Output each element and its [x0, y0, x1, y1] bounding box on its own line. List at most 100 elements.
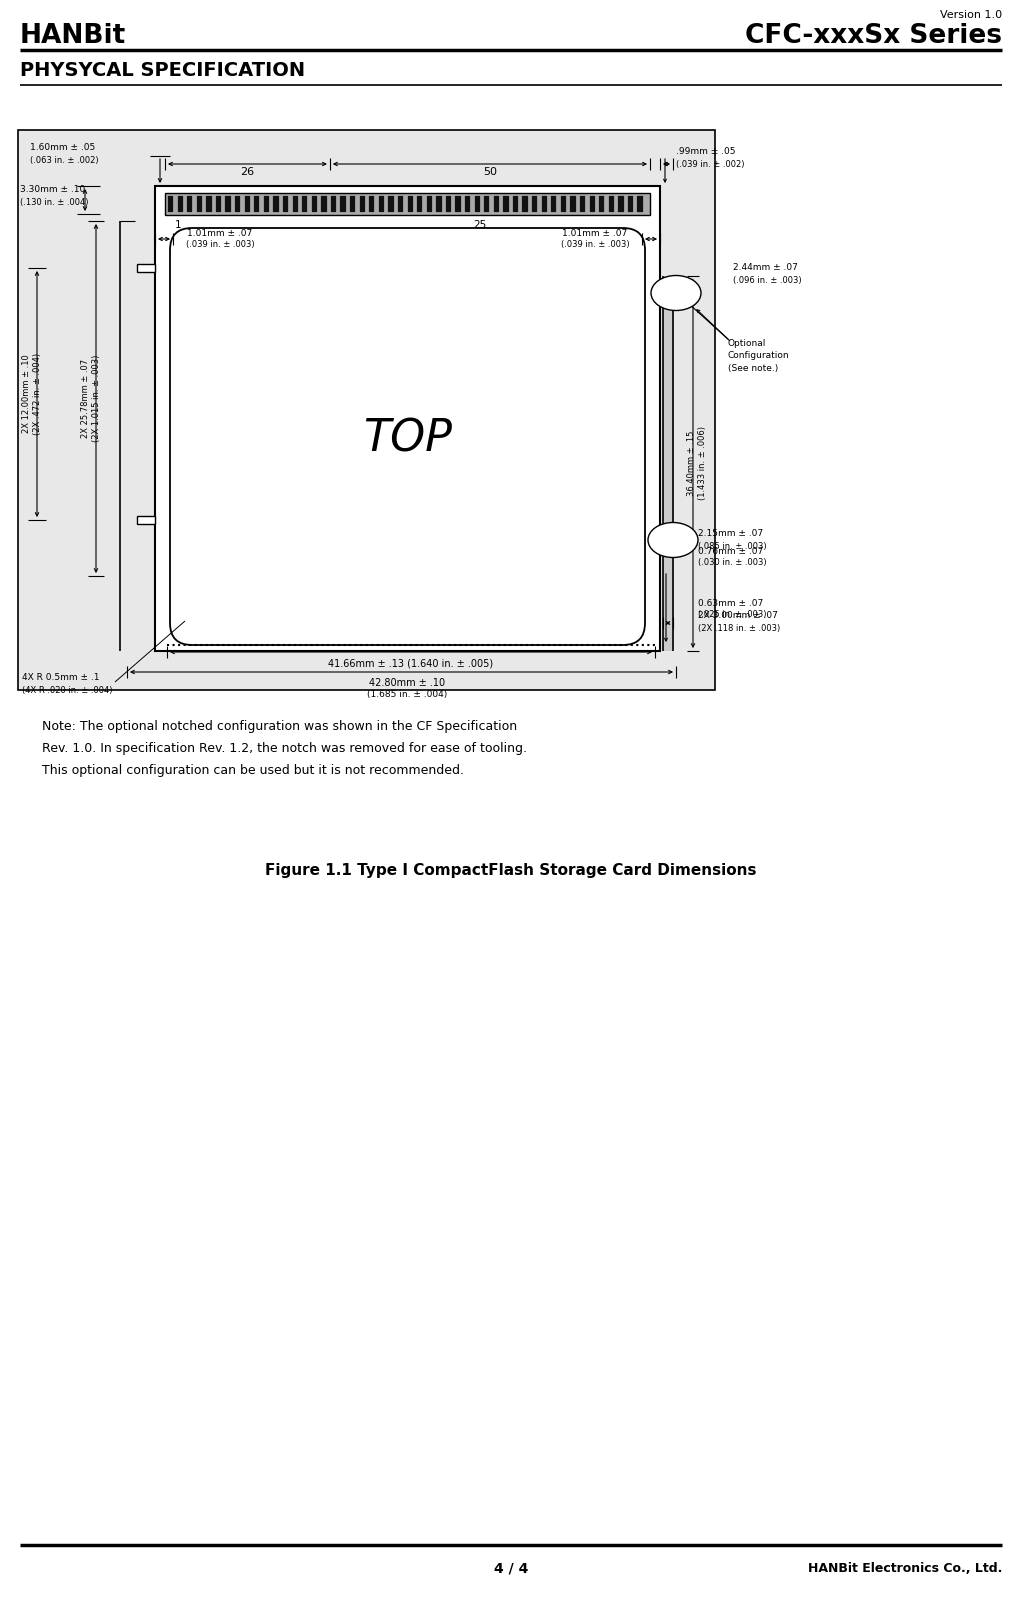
Bar: [426, 197, 432, 213]
Text: (4X R .020 in. ± .004): (4X R .020 in. ± .004): [22, 686, 112, 694]
Bar: [663, 277, 673, 651]
Text: 2.44mm ± .07: 2.44mm ± .07: [733, 264, 798, 272]
Bar: [283, 197, 288, 213]
Bar: [638, 197, 643, 213]
Bar: [292, 197, 297, 213]
Text: Optional: Optional: [728, 339, 766, 347]
Bar: [350, 197, 356, 213]
Text: (.039 in. ± .003): (.039 in. ± .003): [186, 240, 254, 249]
Text: 25: 25: [473, 221, 486, 230]
Bar: [360, 197, 365, 213]
Bar: [474, 197, 480, 213]
Bar: [522, 197, 527, 213]
Text: (.039 in. ± .002): (.039 in. ± .002): [676, 160, 744, 168]
Text: 1: 1: [175, 221, 182, 230]
Text: 2X 12.00mm ± .10
(2X .472 in. ± .004): 2X 12.00mm ± .10 (2X .472 in. ± .004): [22, 353, 42, 435]
Text: 2X 25.78mm ± .07
(2X 1.015 in. ± .003): 2X 25.78mm ± .07 (2X 1.015 in. ± .003): [82, 355, 101, 443]
Bar: [456, 197, 461, 213]
Text: HANBit Electronics Co., Ltd.: HANBit Electronics Co., Ltd.: [807, 1562, 1002, 1575]
Text: Note: The optional notched configuration was shown in the CF Specification: Note: The optional notched configuration…: [42, 720, 517, 732]
Ellipse shape: [648, 523, 698, 558]
Bar: [303, 197, 308, 213]
Bar: [590, 197, 595, 213]
Text: (See note.): (See note.): [728, 365, 778, 374]
Text: 4 / 4: 4 / 4: [494, 1561, 528, 1575]
Bar: [369, 197, 374, 213]
Text: 26: 26: [240, 166, 254, 177]
Bar: [235, 197, 240, 213]
Bar: [398, 197, 404, 213]
Text: HANBit: HANBit: [20, 22, 127, 50]
Bar: [254, 197, 260, 213]
Text: (.025 in. ± .003): (.025 in. ± .003): [698, 611, 766, 619]
Text: (.030 in. ± .003): (.030 in. ± .003): [698, 558, 766, 568]
Bar: [417, 197, 422, 213]
Text: Version 1.0: Version 1.0: [940, 10, 1002, 21]
Text: 3.30mm ± .10: 3.30mm ± .10: [20, 185, 85, 195]
Bar: [664, 278, 672, 307]
Bar: [379, 197, 384, 213]
Bar: [551, 197, 556, 213]
Bar: [503, 197, 509, 213]
Text: 0.76mm ± .07: 0.76mm ± .07: [698, 547, 763, 555]
Text: 1.01mm ± .07: 1.01mm ± .07: [562, 229, 628, 238]
Bar: [664, 526, 672, 553]
Text: Configuration: Configuration: [728, 352, 790, 360]
Text: (.130 in. ± .004): (.130 in. ± .004): [20, 198, 89, 206]
Bar: [244, 197, 250, 213]
Text: Rev. 1.0. In specification Rev. 1.2, the notch was removed for ease of tooling.: Rev. 1.0. In specification Rev. 1.2, the…: [42, 742, 527, 755]
Bar: [340, 197, 345, 213]
Bar: [226, 197, 231, 213]
Bar: [312, 197, 317, 213]
Bar: [165, 193, 650, 214]
Ellipse shape: [651, 275, 701, 310]
Bar: [532, 197, 538, 213]
Bar: [168, 197, 174, 213]
Bar: [331, 197, 336, 213]
Bar: [494, 197, 499, 213]
Bar: [155, 185, 660, 651]
Bar: [599, 197, 604, 213]
Bar: [628, 197, 633, 213]
Text: 36.40mm ± .15
(1.433 in. ± .006): 36.40mm ± .15 (1.433 in. ± .006): [688, 427, 706, 500]
Bar: [542, 197, 547, 213]
Text: Figure 1.1 Type I CompactFlash Storage Card Dimensions: Figure 1.1 Type I CompactFlash Storage C…: [266, 862, 756, 878]
Bar: [273, 197, 279, 213]
Bar: [137, 516, 155, 524]
Bar: [137, 264, 155, 272]
Text: (.096 in. ± .003): (.096 in. ± .003): [733, 275, 801, 285]
Bar: [216, 197, 221, 213]
Text: PHYSYCAL SPECIFICATION: PHYSYCAL SPECIFICATION: [20, 61, 306, 80]
Bar: [579, 197, 586, 213]
Bar: [388, 197, 393, 213]
Bar: [465, 197, 470, 213]
Bar: [18, 130, 715, 691]
Text: .99mm ± .05: .99mm ± .05: [676, 147, 736, 157]
Text: (2X .118 in. ± .003): (2X .118 in. ± .003): [698, 625, 780, 633]
Bar: [561, 197, 566, 213]
Bar: [570, 197, 575, 213]
Text: (1.685 in. ± .004): (1.685 in. ± .004): [367, 691, 448, 699]
Bar: [484, 197, 490, 213]
Text: This optional configuration can be used but it is not recommended.: This optional configuration can be used …: [42, 764, 464, 777]
Bar: [436, 197, 442, 213]
Text: 50: 50: [483, 166, 497, 177]
Text: (.085 in. ± .003): (.085 in. ± .003): [698, 542, 766, 552]
Bar: [206, 197, 212, 213]
Bar: [446, 197, 451, 213]
Bar: [321, 197, 327, 213]
Bar: [618, 197, 623, 213]
Text: 41.66mm ± .13 (1.640 in. ± .005): 41.66mm ± .13 (1.640 in. ± .005): [328, 659, 494, 668]
Text: 0.63mm ± .07: 0.63mm ± .07: [698, 598, 763, 608]
Text: 2X 3.00mm ± .07: 2X 3.00mm ± .07: [698, 611, 778, 620]
Text: 1.01mm ± .07: 1.01mm ± .07: [187, 229, 252, 238]
Bar: [187, 197, 192, 213]
FancyBboxPatch shape: [170, 229, 645, 644]
Text: (.063 in. ± .002): (.063 in. ± .002): [30, 155, 99, 165]
Text: 2.15mm ± .07: 2.15mm ± .07: [698, 529, 763, 539]
Text: CFC-xxxSx Series: CFC-xxxSx Series: [745, 22, 1002, 50]
Bar: [197, 197, 202, 213]
Bar: [178, 197, 183, 213]
Bar: [264, 197, 269, 213]
Text: TOP: TOP: [363, 417, 452, 461]
